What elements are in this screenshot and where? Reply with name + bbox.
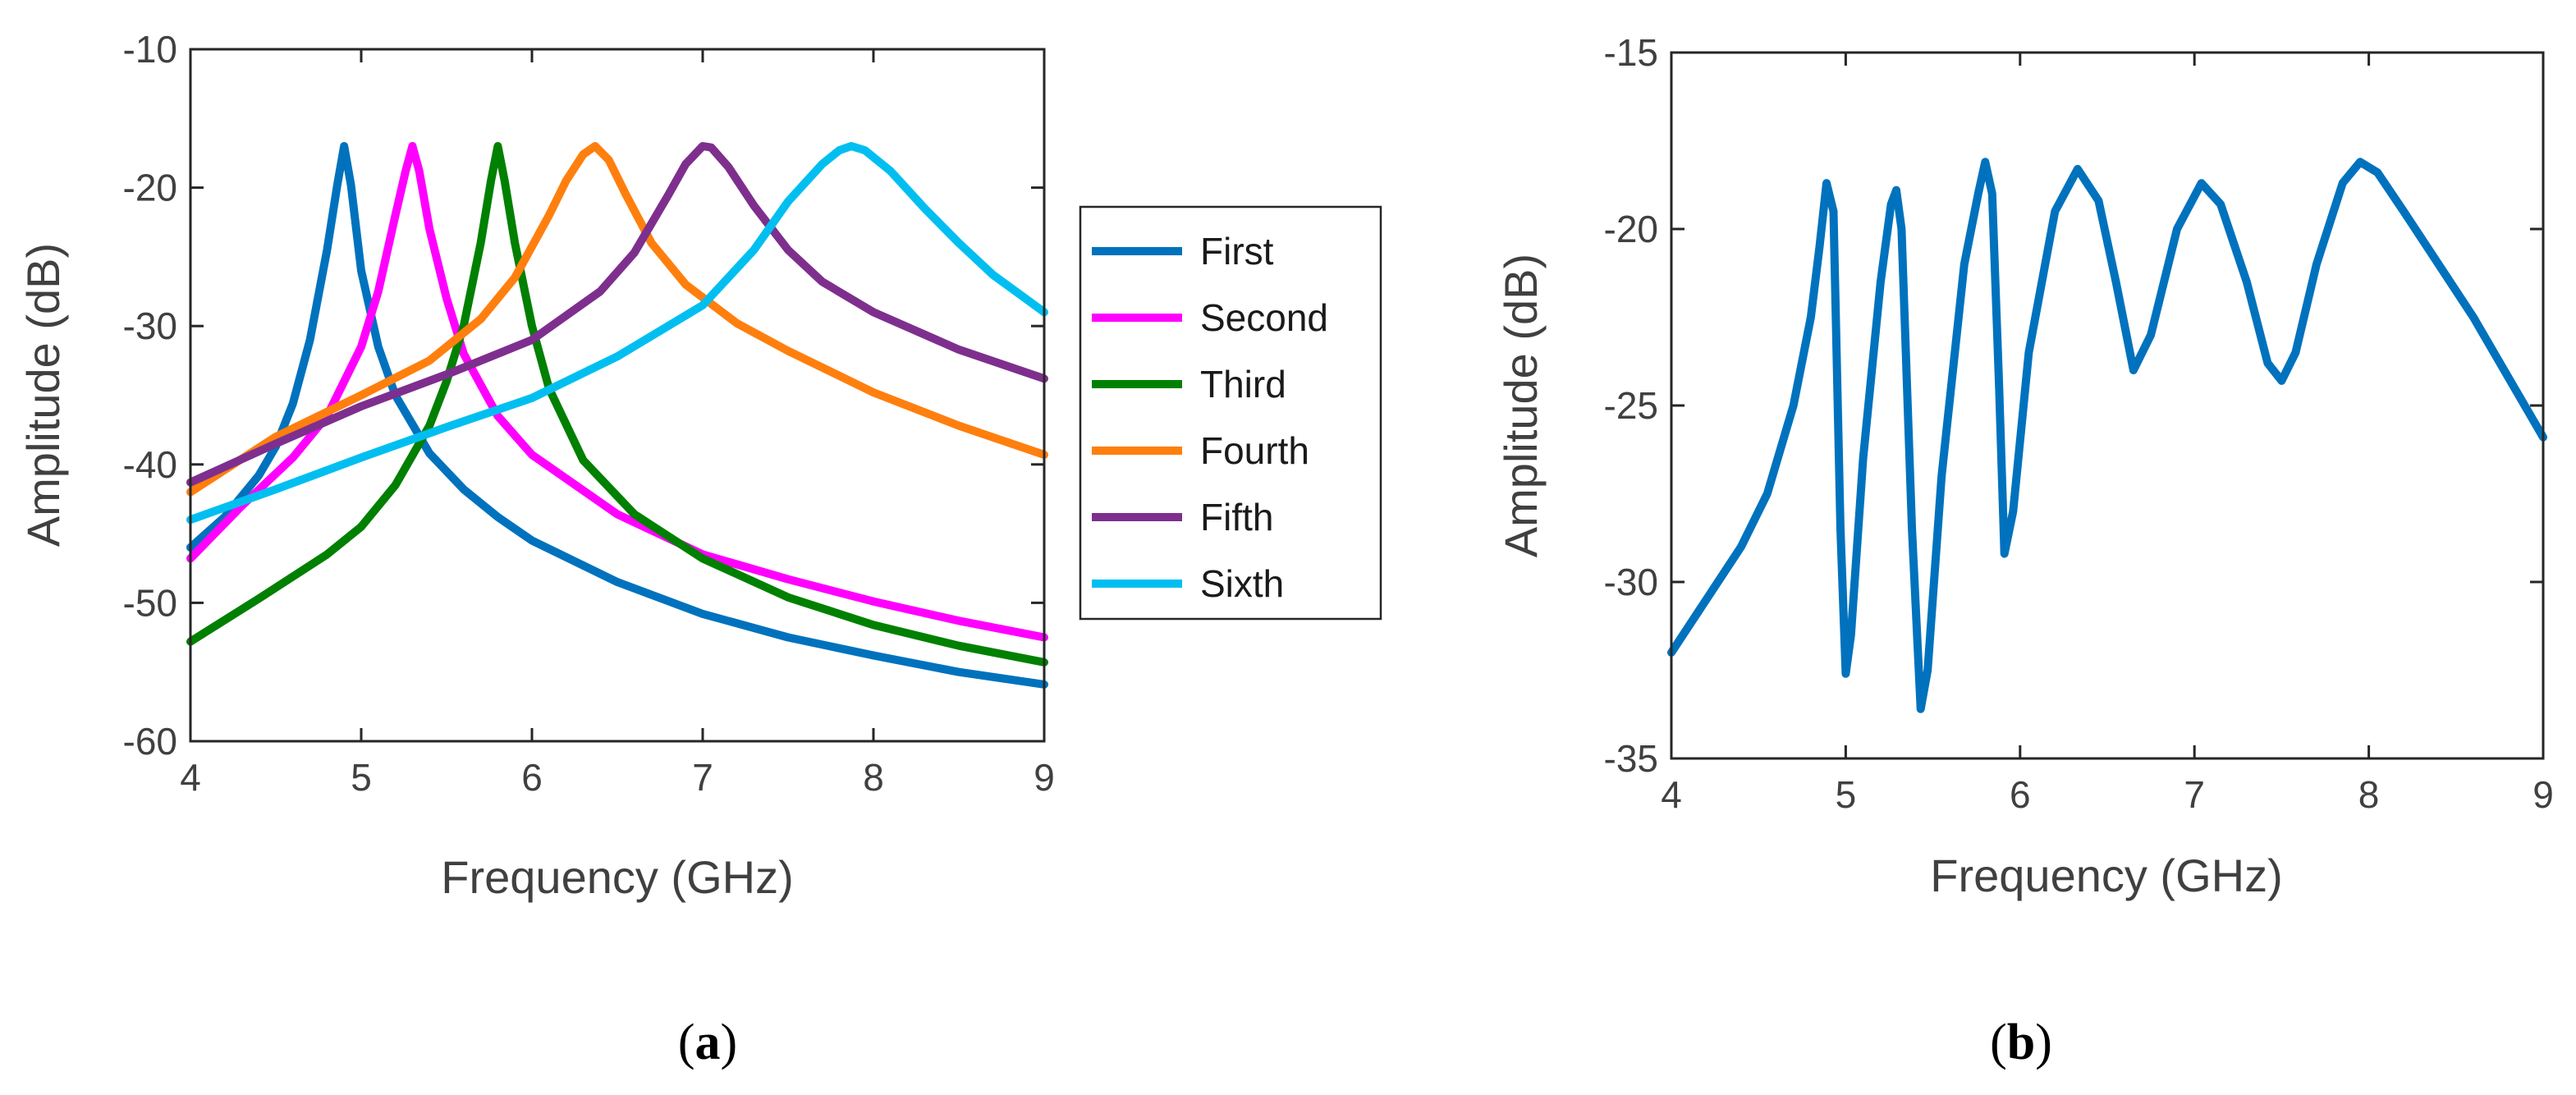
series-line-b-combined (1667, 158, 2547, 713)
plot-area-b (1671, 53, 2543, 758)
x-tick-label-a: 5 (351, 756, 372, 799)
legend-label-fifth: Fifth (1200, 496, 1273, 538)
series-group-a (186, 142, 1048, 689)
y-tick-label-b: -15 (1604, 31, 1658, 74)
x-tick-label-b: 5 (1836, 773, 1857, 816)
legend-label-first: First (1200, 230, 1274, 273)
legend-label-second: Second (1200, 296, 1328, 339)
ticks-a: 4 5 6 7 8 9 -10 -20 -30 -40 -50 -60 (123, 28, 1055, 799)
ticks-b: 4 5 6 7 8 9 -15 -20 -25 -30 -35 (1604, 31, 2554, 816)
x-tick-label-a: 9 (1034, 756, 1055, 799)
panel-a: 4 5 6 7 8 9 -10 -20 -30 -40 -50 -60 Frequency (GHz)… (17, 28, 1382, 1070)
y-tick-label-a: -30 (123, 305, 177, 347)
x-tick-label-b: 6 (2010, 773, 2031, 816)
y-tick-label-b: -30 (1604, 561, 1658, 603)
legend-label-sixth: Sixth (1200, 562, 1284, 605)
legend-label-fourth: Fourth (1200, 429, 1309, 472)
y-axis-label-a: Amplitude (dB) (17, 243, 69, 547)
x-tick-label-b: 8 (2358, 773, 2380, 816)
x-axis-label-b: Frequency (GHz) (1930, 850, 2282, 901)
series-group-b (1667, 158, 2547, 713)
x-tick-label-a: 4 (180, 756, 201, 799)
y-axis-label-b: Amplitude (dB) (1495, 254, 1547, 557)
series-line-a-second (186, 142, 1048, 642)
legend-box-a (1079, 205, 1382, 621)
y-tick-label-a: -50 (123, 581, 177, 624)
series-line-a-sixth (186, 142, 1048, 525)
series-line-a-fifth (186, 142, 1048, 487)
y-tick-label-a: -20 (123, 167, 177, 209)
y-tick-label-b: -20 (1604, 208, 1658, 250)
caption-b: (b) (1990, 1015, 2052, 1070)
y-tick-label-b: -25 (1604, 384, 1658, 427)
series-line-a-first (186, 142, 1048, 689)
y-tick-label-a: -40 (123, 443, 177, 486)
x-tick-label-a: 7 (692, 756, 713, 799)
x-tick-label-b: 9 (2532, 773, 2554, 816)
legend-label-third: Third (1200, 363, 1286, 405)
legend-a: First Second Third Fourth Fifth Sixth (1079, 205, 1382, 621)
x-axis-label-a: Frequency (GHz) (441, 851, 793, 903)
y-tick-label-a: -60 (123, 720, 177, 763)
caption-letter-b: b (2007, 1015, 2035, 1070)
x-tick-label-a: 8 (863, 756, 884, 799)
axes-frame-a (189, 48, 1046, 743)
panel-b: 4 5 6 7 8 9 -15 -20 -25 -30 -35 Frequency (GHz) Am… (1495, 31, 2554, 1070)
x-tick-label-a: 6 (521, 756, 543, 799)
y-tick-label-b: -35 (1604, 737, 1658, 780)
x-tick-label-b: 4 (1661, 773, 1682, 816)
x-tick-label-b: 7 (2184, 773, 2205, 816)
caption-a: (a) (678, 1015, 737, 1070)
series-line-a-third (186, 142, 1048, 667)
caption-letter-a: a (695, 1015, 721, 1070)
series-line-a-fourth (186, 142, 1048, 497)
y-tick-label-a: -10 (123, 28, 177, 71)
